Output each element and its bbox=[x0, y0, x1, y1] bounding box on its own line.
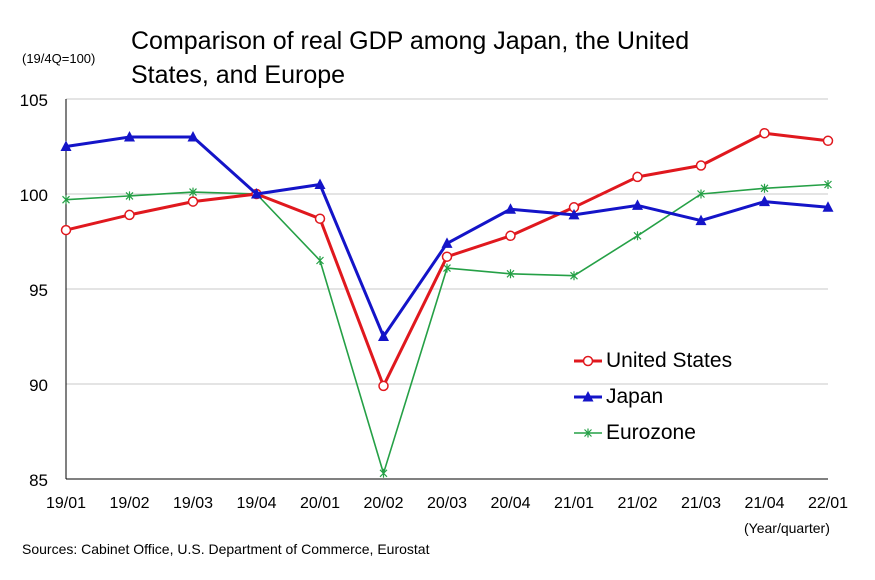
data-point-us bbox=[695, 160, 707, 171]
data-point-japan bbox=[759, 195, 770, 207]
data-point-us bbox=[378, 380, 389, 392]
x-tick-label: 20/02 bbox=[363, 495, 403, 512]
data-point-japan bbox=[378, 330, 389, 341]
legend-item-united-states: United States bbox=[572, 343, 787, 379]
x-tick-label: 21/03 bbox=[681, 495, 721, 512]
legend: United States Japan Eurozone bbox=[572, 343, 787, 451]
y-axis-unit-label: (19/4Q=100) bbox=[22, 51, 96, 66]
series-eurozone bbox=[62, 180, 832, 478]
x-tick-label: 21/04 bbox=[744, 495, 784, 512]
y-tick-label: 105 bbox=[20, 91, 48, 110]
data-point-eurozone bbox=[633, 231, 642, 241]
data-point-japan bbox=[124, 131, 135, 142]
data-point-eurozone bbox=[697, 189, 705, 199]
chart-title: Comparison of real GDP among Japan, the … bbox=[131, 27, 690, 89]
legend-label-united-states: United States bbox=[606, 349, 733, 372]
data-point-eurozone bbox=[379, 468, 388, 478]
series-us bbox=[60, 127, 834, 392]
data-point-us bbox=[124, 209, 135, 221]
data-point-japan bbox=[822, 201, 834, 212]
legend-swatch-eurozone bbox=[574, 428, 602, 438]
x-tick-label: 22/01 bbox=[808, 495, 848, 512]
legend-item-eurozone: Eurozone bbox=[572, 415, 787, 451]
y-tick-label: 85 bbox=[29, 471, 48, 490]
data-point-eurozone bbox=[506, 269, 515, 279]
data-point-us bbox=[759, 127, 770, 139]
y-tick-label: 100 bbox=[20, 186, 48, 205]
series-lines bbox=[60, 127, 834, 478]
legend-label-eurozone: Eurozone bbox=[606, 421, 696, 444]
data-point-us bbox=[314, 213, 326, 224]
data-point-japan bbox=[60, 140, 72, 151]
data-point-eurozone bbox=[189, 187, 197, 197]
data-point-japan bbox=[632, 199, 643, 210]
series-japan bbox=[60, 131, 834, 341]
x-tick-label: 19/01 bbox=[46, 495, 86, 512]
tick-labels: 85 90 95 100 105 19/01 19/02 19/03 19/04 20/01 20/… bbox=[20, 91, 848, 512]
data-point-japan bbox=[505, 203, 516, 214]
y-tick-label: 90 bbox=[29, 376, 48, 395]
axes bbox=[65, 99, 828, 480]
data-point-us bbox=[822, 135, 834, 147]
x-axis-unit-label: (Year/quarter) bbox=[744, 520, 830, 536]
data-point-us bbox=[505, 230, 516, 242]
data-point-eurozone bbox=[443, 263, 451, 273]
data-point-eurozone bbox=[316, 256, 324, 265]
x-tick-label: 21/02 bbox=[617, 495, 657, 512]
data-point-eurozone bbox=[62, 195, 70, 205]
data-point-japan bbox=[441, 237, 453, 248]
data-point-japan bbox=[695, 214, 707, 226]
x-tick-label: 20/04 bbox=[490, 495, 530, 512]
data-point-eurozone bbox=[125, 191, 134, 201]
x-tick-label: 21/01 bbox=[554, 495, 594, 512]
data-point-us bbox=[632, 171, 643, 183]
x-tick-label: 19/03 bbox=[173, 495, 213, 512]
data-point-eurozone bbox=[570, 271, 578, 281]
series-line-japan bbox=[65, 135, 829, 338]
data-point-us bbox=[441, 251, 453, 262]
legend-item-japan: Japan bbox=[572, 379, 787, 415]
legend-swatch-japan bbox=[574, 391, 602, 402]
data-point-eurozone bbox=[824, 180, 832, 189]
data-point-japan bbox=[187, 131, 199, 142]
data-point-eurozone bbox=[760, 183, 769, 193]
x-tick-label: 20/01 bbox=[300, 495, 340, 512]
x-tick-label: 19/04 bbox=[236, 495, 276, 512]
data-point-us bbox=[187, 196, 199, 207]
source-note: Sources: Cabinet Office, U.S. Department… bbox=[22, 541, 430, 557]
x-tick-label: 19/02 bbox=[109, 495, 149, 512]
data-point-japan bbox=[251, 188, 262, 199]
data-point-us bbox=[60, 224, 72, 236]
legend-label-japan: Japan bbox=[606, 385, 664, 408]
y-tick-label: 95 bbox=[29, 281, 48, 300]
x-tick-label: 20/03 bbox=[427, 495, 467, 512]
legend-swatch-united-states bbox=[574, 355, 602, 367]
data-point-japan bbox=[314, 178, 326, 189]
data-point-japan bbox=[568, 208, 580, 220]
